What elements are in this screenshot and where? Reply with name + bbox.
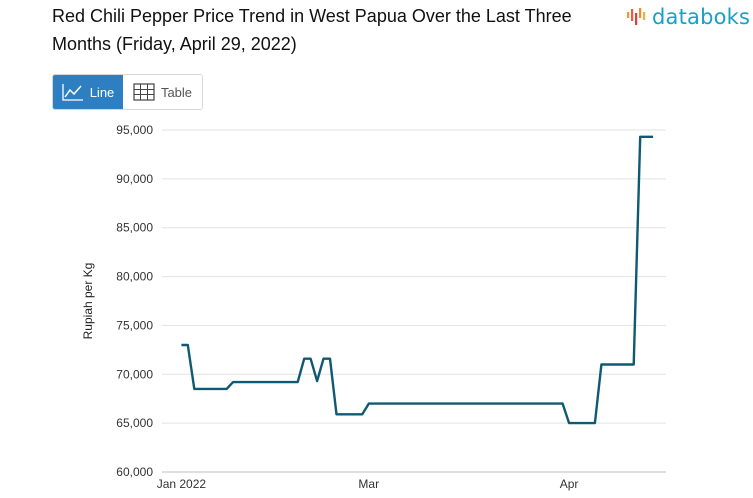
y-tick-label: 70,000: [116, 367, 153, 381]
view-toggle: Line Table: [52, 74, 203, 110]
x-axis-ticks: Jan 2022 Mar Apr: [157, 477, 579, 491]
grid-lines: [162, 129, 666, 473]
chart-title: Red Chili Pepper Price Trend in West Pap…: [52, 6, 572, 54]
table-grid-icon: [133, 83, 155, 101]
y-tick-label: 75,000: [116, 318, 153, 332]
y-tick-label: 90,000: [116, 172, 153, 186]
y-tick-label: 80,000: [116, 270, 153, 284]
databoks-logo-icon: [627, 8, 646, 25]
y-tick-label: 60,000: [116, 465, 153, 479]
y-tick-label: 65,000: [116, 416, 153, 430]
table-view-label: Table: [160, 84, 193, 100]
x-tick-label: Mar: [358, 477, 379, 491]
y-tick-label: 85,000: [116, 221, 153, 235]
y-axis-label: Rupiah per Kg: [81, 263, 95, 340]
y-axis-ticks: 60,000 65,000 70,000 75,000 80,000 85,000 90,0…: [116, 123, 153, 479]
databoks-logo[interactable]: databoks: [626, 4, 750, 30]
y-tick-label: 95,000: [116, 123, 153, 137]
line-view-label: Line: [89, 84, 115, 100]
x-tick-label: Jan 2022: [157, 477, 207, 491]
table-view-button[interactable]: Table: [123, 75, 202, 109]
x-tick-label: Apr: [560, 477, 579, 491]
line-chart-icon: [62, 84, 83, 101]
line-view-button[interactable]: Line: [53, 75, 123, 109]
logo-text: databoks: [652, 5, 751, 29]
series-line: [181, 135, 654, 425]
